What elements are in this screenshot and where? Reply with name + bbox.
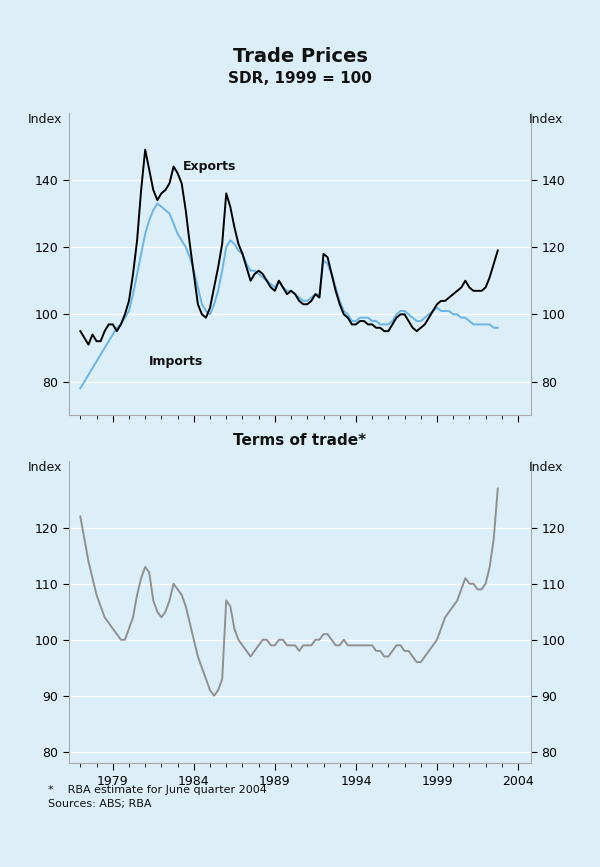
Text: Index: Index — [529, 113, 563, 126]
Text: Sources: ABS; RBA: Sources: ABS; RBA — [48, 799, 151, 810]
Text: Index: Index — [28, 113, 62, 126]
Text: Terms of trade*: Terms of trade* — [233, 434, 367, 448]
Text: SDR, 1999 = 100: SDR, 1999 = 100 — [228, 70, 372, 86]
Text: Exports: Exports — [182, 160, 236, 173]
Text: *    RBA estimate for June quarter 2004: * RBA estimate for June quarter 2004 — [48, 785, 267, 795]
Text: Index: Index — [529, 460, 563, 473]
Text: Trade Prices: Trade Prices — [233, 47, 367, 66]
Text: Imports: Imports — [148, 355, 203, 368]
Text: Index: Index — [28, 460, 62, 473]
